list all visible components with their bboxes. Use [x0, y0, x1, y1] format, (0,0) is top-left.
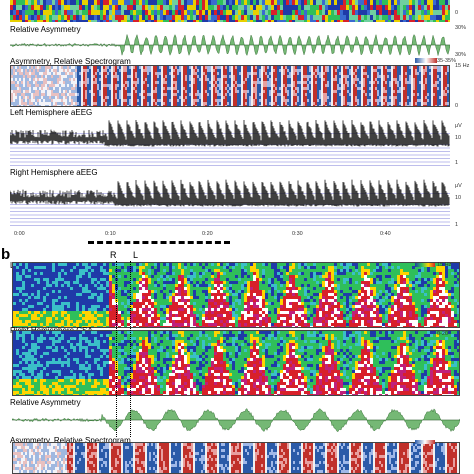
one-label-left: 1 [455, 160, 459, 166]
marker-r: R [110, 250, 117, 260]
left-csa-heatmap [12, 262, 460, 328]
relative-asymmetry-label-a: Relative Asymmetry [10, 25, 81, 34]
time-tick: 0:30 [292, 231, 303, 237]
time-axis: 0:00 0:10 0:20 0:30 0:40 [10, 229, 450, 239]
right-aeeg-label: Right Hemisphere aEEG [10, 168, 98, 177]
colorbar-a [415, 58, 437, 63]
time-tick: 0:10 [105, 231, 116, 237]
uv-label-right: μV [455, 183, 462, 189]
left-aeeg-svg [10, 119, 450, 166]
top-csa-strip [10, 0, 450, 22]
one-label-right: 1 [455, 222, 459, 228]
right-aeeg-trace [10, 177, 450, 227]
left-aeeg-trace [10, 117, 450, 167]
panel-b-letter: b [1, 246, 11, 263]
top-strip-scale: 0 [455, 10, 459, 16]
right-csa-heatmap [12, 330, 460, 396]
relative-asymmetry-svg-b [12, 408, 460, 432]
asym-spectrogram-label-a: Asymmetry, Relative Spectrogram [10, 57, 131, 66]
pct-bottom-label: 30% [455, 52, 467, 58]
asym-spectrogram-svg-b [13, 443, 459, 473]
ten-label-right: 10 [455, 195, 462, 201]
asym-spectrogram-a [10, 65, 450, 107]
selection-dashed-bar [88, 241, 230, 244]
marker-line-l [130, 261, 131, 437]
relative-asymmetry-label-b: Relative Asymmetry [10, 398, 81, 407]
marker-line-r [116, 261, 117, 437]
colorbar-b2 [415, 440, 435, 444]
right-csa-svg [13, 331, 459, 395]
hz-label-a: 15 Hz [455, 63, 470, 69]
pct-top-label: 30% [455, 25, 467, 31]
left-aeeg-label: Left Hemisphere aEEG [10, 108, 93, 117]
left-csa-svg [13, 263, 459, 327]
top-csa-strip-svg [10, 0, 450, 22]
relative-asymmetry-trace-a [10, 33, 450, 57]
time-tick: 0:20 [202, 231, 213, 237]
ten-label-left: 10 [455, 135, 462, 141]
range-label-b: 0-20 [437, 331, 449, 337]
time-tick: 0:40 [380, 231, 391, 237]
marker-l: L [133, 250, 139, 260]
asym-spectrogram-svg-a [11, 66, 449, 106]
relative-asymmetry-svg-a [10, 33, 450, 57]
zero-label-a: 0 [455, 103, 459, 109]
pct-range-label: 35-35% [437, 58, 456, 64]
asym-spectrogram-b [12, 442, 460, 474]
right-aeeg-svg [10, 179, 450, 226]
uv-label-left: μV [455, 123, 462, 129]
asym-spectrogram-label-b: Asymmetry, Relative Spectrogram [10, 436, 131, 445]
hz-label-b1: 15 Hz [437, 262, 452, 268]
colorbar-b1 [415, 263, 435, 267]
time-tick: 0:00 [14, 231, 25, 237]
relative-asymmetry-trace-b [12, 405, 460, 435]
